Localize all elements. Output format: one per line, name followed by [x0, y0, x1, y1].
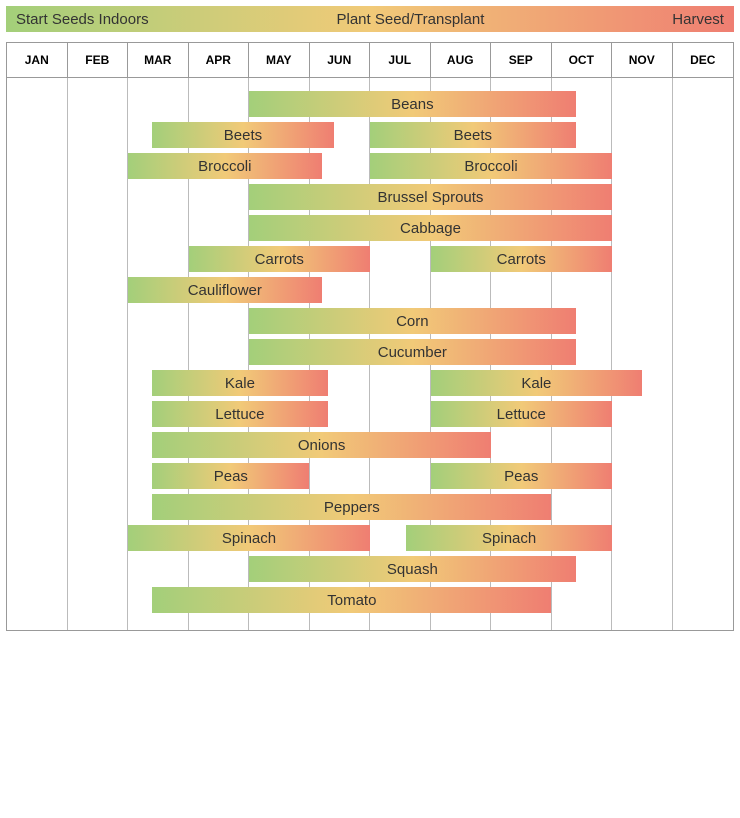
crop-row: Spinach Spinach — [7, 525, 733, 551]
crop-bar: Tomato — [152, 587, 551, 613]
crop-label: Tomato — [327, 592, 376, 609]
crop-bar: Cabbage — [249, 215, 612, 241]
crop-label: Carrots — [497, 251, 546, 268]
crop-row: Cauliflower — [7, 277, 733, 303]
month-header: JAN — [7, 43, 68, 77]
crop-bar: Beets — [152, 122, 334, 148]
crop-bar: Corn — [249, 308, 576, 334]
crop-row: Tomato — [7, 587, 733, 613]
crop-label: Cucumber — [378, 344, 447, 361]
month-header-row: JANFEBMARAPRMAYJUNJULAUGSEPOCTNOVDEC — [6, 42, 734, 77]
crop-label: Cabbage — [400, 220, 461, 237]
month-header: DEC — [673, 43, 734, 77]
crop-row: Squash — [7, 556, 733, 582]
crop-label: Lettuce — [497, 406, 546, 423]
month-header: MAY — [249, 43, 310, 77]
legend-right: Harvest — [672, 11, 724, 28]
crop-label: Broccoli — [464, 158, 517, 175]
crop-label: Cauliflower — [188, 282, 262, 299]
crop-bar: Kale — [152, 370, 327, 396]
crop-row: Cucumber — [7, 339, 733, 365]
crop-row: Cabbage — [7, 215, 733, 241]
crop-label: Beets — [454, 127, 492, 144]
planting-calendar-chart: Start Seeds Indoors Plant Seed/Transplan… — [6, 6, 734, 631]
crop-label: Lettuce — [215, 406, 264, 423]
month-header: NOV — [612, 43, 673, 77]
crop-bar: Carrots — [431, 246, 613, 272]
crop-bar: Cucumber — [249, 339, 576, 365]
month-header: JUL — [370, 43, 431, 77]
crop-bar: Peas — [431, 463, 613, 489]
crop-label: Corn — [396, 313, 429, 330]
chart-body: Beans Beets Beets Broccoli Broccoli Brussel S… — [6, 77, 734, 631]
crop-bar: Lettuce — [152, 401, 327, 427]
crop-bar: Broccoli — [128, 153, 322, 179]
crop-row: Beets Beets — [7, 122, 733, 148]
legend-left: Start Seeds Indoors — [16, 11, 149, 28]
crop-row: Broccoli Broccoli — [7, 153, 733, 179]
crop-label: Kale — [225, 375, 255, 392]
crop-label: Carrots — [255, 251, 304, 268]
crop-bar: Carrots — [189, 246, 371, 272]
month-header: OCT — [552, 43, 613, 77]
month-header: APR — [189, 43, 250, 77]
crop-label: Brussel Sprouts — [378, 189, 484, 206]
crop-row: Corn — [7, 308, 733, 334]
crop-bar: Squash — [249, 556, 576, 582]
crop-row: Lettuce Lettuce — [7, 401, 733, 427]
crop-label: Kale — [521, 375, 551, 392]
crop-row: Onions — [7, 432, 733, 458]
month-header: FEB — [68, 43, 129, 77]
crop-rows: Beans Beets Beets Broccoli Broccoli Brussel S… — [7, 78, 733, 630]
crop-label: Broccoli — [198, 158, 251, 175]
crop-label: Beets — [224, 127, 262, 144]
crop-row: Peas Peas — [7, 463, 733, 489]
crop-row: Beans — [7, 91, 733, 117]
crop-bar: Beans — [249, 91, 576, 117]
crop-label: Beans — [391, 96, 434, 113]
crop-row: Carrots Carrots — [7, 246, 733, 272]
crop-label: Peas — [214, 468, 248, 485]
crop-row: Peppers — [7, 494, 733, 520]
crop-label: Spinach — [222, 530, 276, 547]
crop-label: Peas — [504, 468, 538, 485]
crop-bar: Broccoli — [370, 153, 612, 179]
crop-bar: Cauliflower — [128, 277, 322, 303]
crop-bar: Kale — [431, 370, 643, 396]
crop-bar: Peas — [152, 463, 309, 489]
crop-bar: Beets — [370, 122, 576, 148]
month-header: AUG — [431, 43, 492, 77]
crop-label: Spinach — [482, 530, 536, 547]
month-header: JUN — [310, 43, 371, 77]
crop-bar: Spinach — [128, 525, 370, 551]
crop-bar: Spinach — [406, 525, 612, 551]
month-header: SEP — [491, 43, 552, 77]
legend-bar: Start Seeds Indoors Plant Seed/Transplan… — [6, 6, 734, 32]
crop-bar: Onions — [152, 432, 491, 458]
crop-bar: Lettuce — [431, 401, 613, 427]
crop-row: Kale Kale — [7, 370, 733, 396]
crop-label: Squash — [387, 561, 438, 578]
month-header: MAR — [128, 43, 189, 77]
crop-bar: Peppers — [152, 494, 551, 520]
legend-center: Plant Seed/Transplant — [337, 11, 485, 28]
crop-label: Onions — [298, 437, 346, 454]
crop-label: Peppers — [324, 499, 380, 516]
crop-bar: Brussel Sprouts — [249, 184, 612, 210]
crop-row: Brussel Sprouts — [7, 184, 733, 210]
